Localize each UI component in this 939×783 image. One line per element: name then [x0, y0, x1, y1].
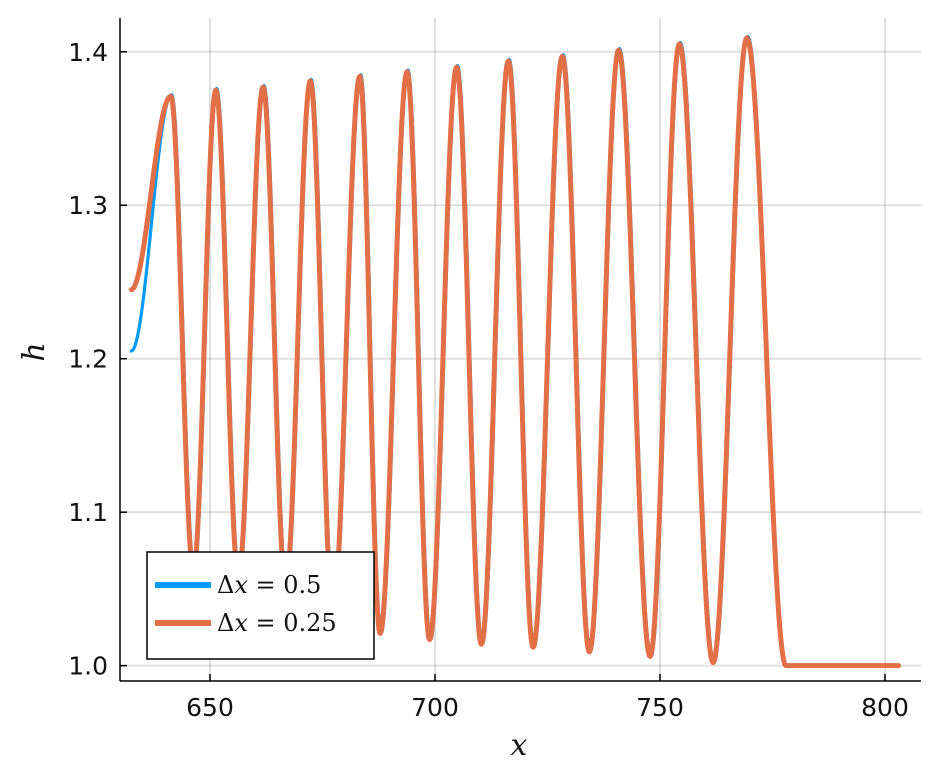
axes — [119, 18, 921, 682]
y-tick-label: 1.1 — [68, 498, 108, 527]
x-tick-label: 750 — [636, 693, 684, 722]
legend-box — [146, 551, 375, 660]
x-tick-label: 800 — [861, 693, 909, 722]
y-tick-label: 1.0 — [68, 652, 108, 681]
y-tick-label: 1.4 — [68, 38, 108, 67]
x-tick-label: 650 — [186, 693, 234, 722]
y-tick-label: 1.3 — [68, 191, 108, 220]
x-axis-label: x — [511, 728, 528, 763]
grid — [120, 18, 921, 681]
legend-label-1: Δx = 0.5 — [217, 571, 321, 599]
x-tick-label: 700 — [411, 693, 459, 722]
legend: Δx = 0.5 Δx = 0.25 — [146, 551, 375, 660]
legend-label-2: Δx = 0.25 — [217, 609, 337, 637]
y-axis-label: h — [17, 342, 52, 361]
y-tick-label: 1.2 — [68, 345, 108, 374]
ticks: 650 700 750 800 1.0 1.1 1.2 1.3 1.4 — [68, 38, 909, 722]
